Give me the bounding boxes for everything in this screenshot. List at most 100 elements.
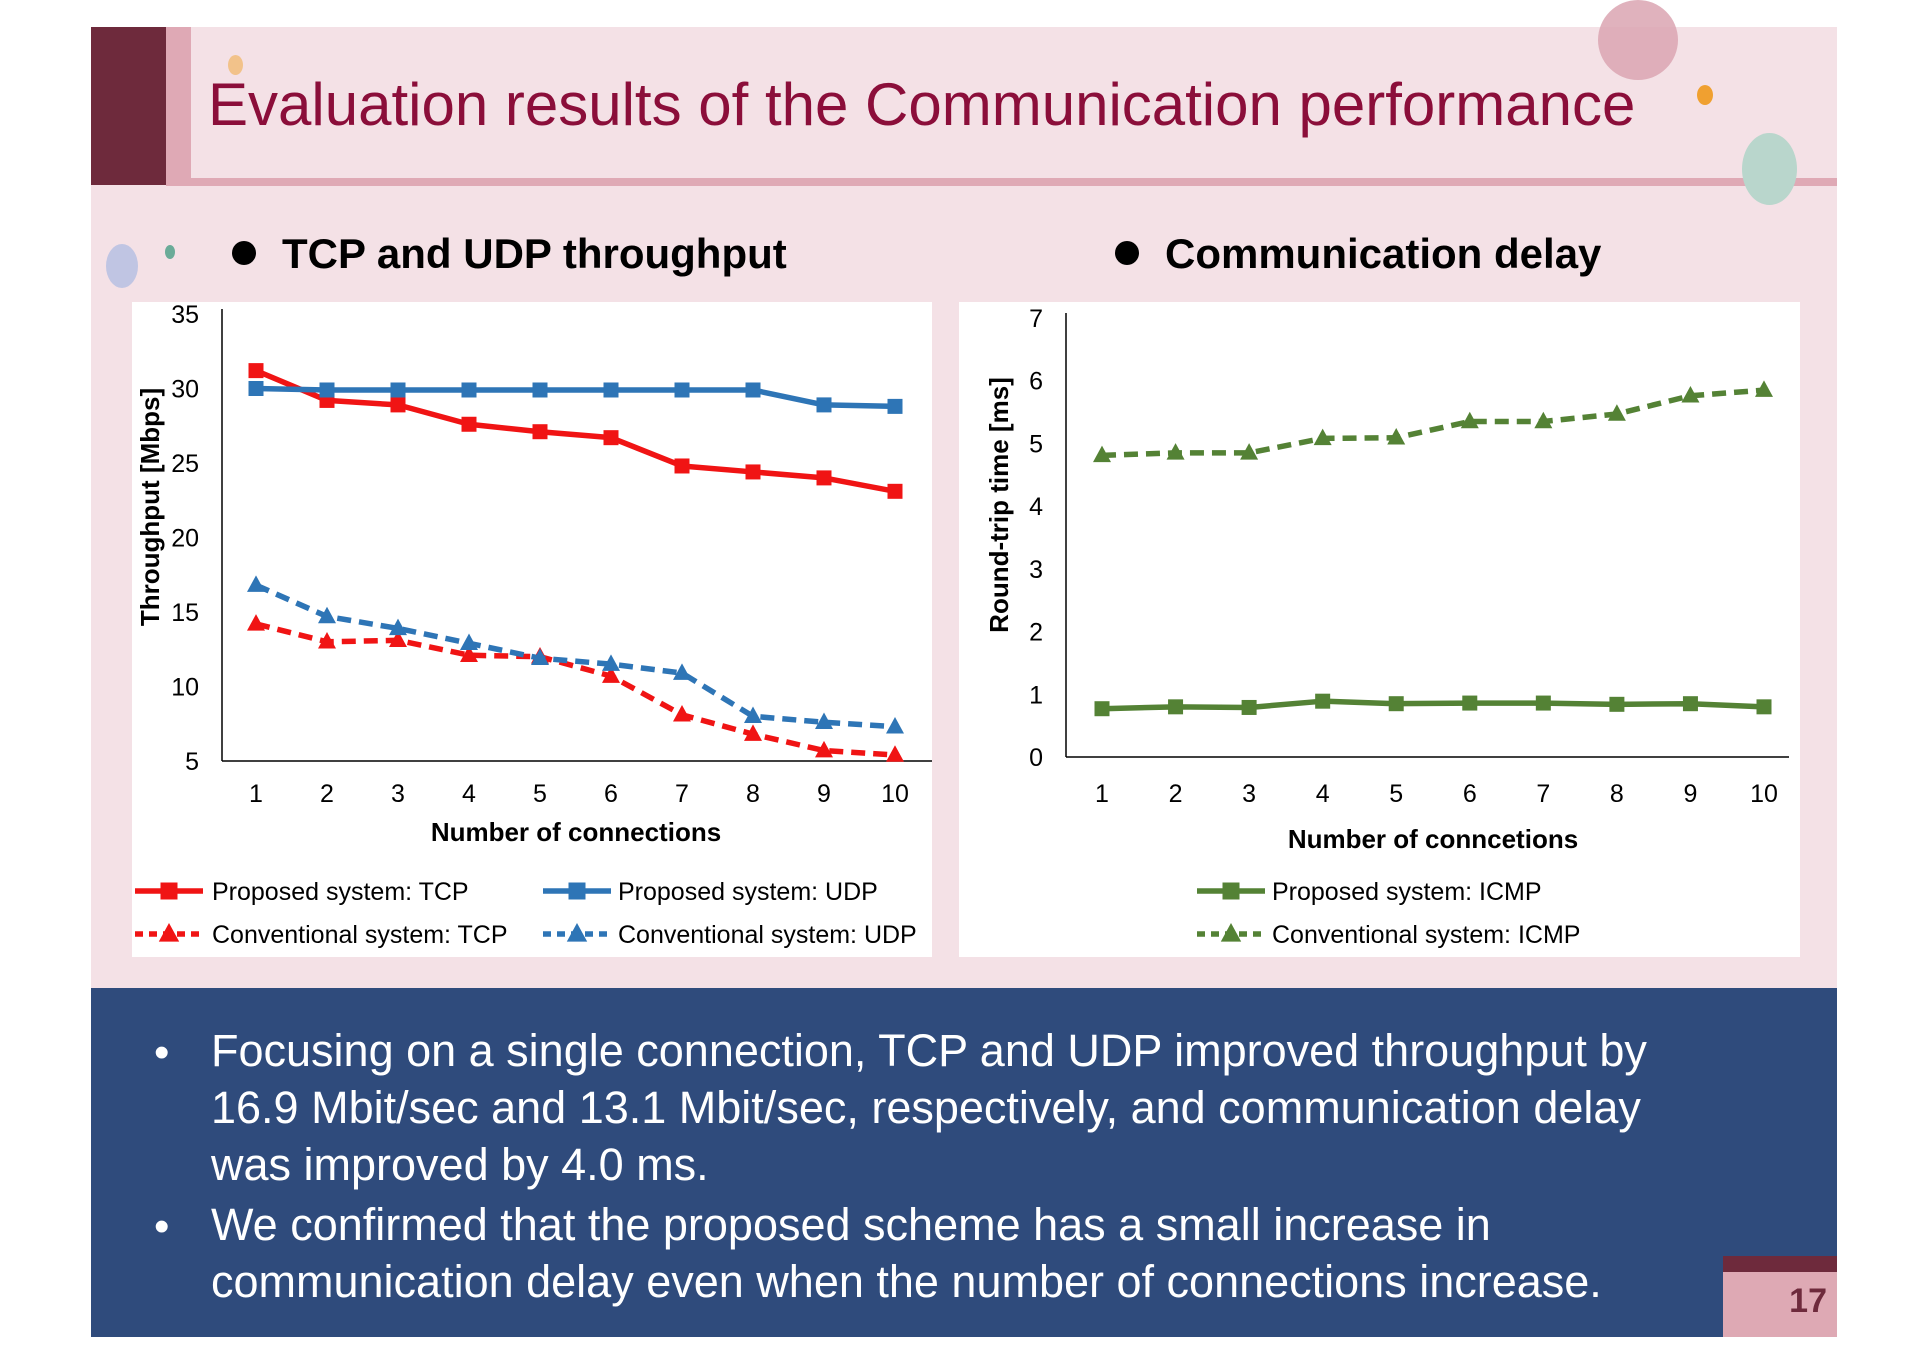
summary-line: Focusing on a single connection, TCP and… [211,1025,1647,1076]
series-line [1101,387,1765,459]
y-tick-label: 5 [185,748,199,776]
data-point [674,382,690,398]
throughput-chart: 5 10 15 20 25 30 35 1 2 3 4 5 6 7 8 9 10 Number of connec… [135,301,932,949]
y-tick-label: 1 [1029,681,1043,709]
x-tick-label: 8 [1610,780,1624,808]
data-point [602,666,620,683]
data-point [460,645,478,662]
legend-label: Conventional system: TCP [212,921,508,949]
page-number-accent [1723,1256,1837,1272]
data-point [815,740,833,758]
x-tick-label: 3 [391,780,405,808]
heading-throughput-text: TCP and UDP throughput [282,230,787,277]
decor-dot-teal [165,245,175,259]
data-point [603,382,619,398]
x-axis-title: Number of conncetions [1288,824,1578,854]
x-tick-label: 8 [746,780,760,808]
legend-marker [568,882,586,900]
data-point [1166,443,1185,460]
data-point [745,464,761,480]
legend-label: Conventional system: UDP [618,921,917,949]
data-point [247,575,265,592]
legend-marker [566,922,588,942]
y-tick-label: 2 [1029,619,1043,647]
delay-chart-panel: 0 1 2 3 4 5 6 7 1 2 3 4 5 6 7 8 9 10 Number of conncetions… [959,302,1800,957]
y-tick-label: 4 [1029,493,1043,521]
legend-marker [160,882,178,900]
x-tick-label: 9 [817,780,831,808]
bullet-icon [1115,240,1139,265]
series-line [1101,698,1765,712]
legend-label: Proposed system: ICMP [1272,878,1542,906]
data-point [318,606,336,624]
legend-marker [1222,882,1240,900]
bullet-marker: • [154,1202,170,1251]
y-axis-title: Throughput [Mbps] [135,388,165,626]
data-point [532,424,548,440]
heading-delay-text: Communication delay [1165,230,1602,277]
data-point [389,618,407,636]
data-point [461,382,477,398]
data-point [390,397,406,413]
data-point [1535,695,1551,711]
data-point [1681,386,1700,403]
summary-box [91,988,1837,1337]
bullet-marker: • [154,1028,170,1077]
bullet-icon [232,240,256,265]
data-point [1756,699,1772,715]
x-tick-label: 3 [1242,780,1256,808]
data-point [887,483,903,499]
data-point [1315,693,1331,709]
heading-throughput: TCP and UDP throughput [232,230,787,278]
data-point [1682,696,1698,712]
summary-line: We confirmed that the proposed scheme ha… [211,1199,1491,1250]
data-point [1387,428,1406,445]
y-tick-label: 0 [1029,744,1043,772]
slide-title: Evaluation results of the Communication … [208,71,1636,138]
data-point [602,654,620,671]
y-tick-label: 7 [1029,305,1043,333]
data-point [815,712,833,730]
x-tick-label: 5 [1389,780,1403,808]
data-point [319,382,335,398]
data-point [886,745,904,762]
legend-label: Proposed system: TCP [212,878,469,906]
data-point [389,630,407,648]
decor-circle-lavender [106,244,138,288]
y-axis-title: Round-trip time [ms] [984,377,1014,633]
data-point [1462,695,1478,711]
data-point [673,705,691,722]
summary-line: communication delay even when the number… [211,1256,1602,1307]
x-tick-label: 1 [249,780,263,808]
summary-line: was improved by 4.0 ms. [211,1139,709,1190]
throughput-chart-panel: 5 10 15 20 25 30 35 1 2 3 4 5 6 7 8 9 10 Number of connec… [132,301,932,957]
data-point [744,706,762,724]
x-tick-label: 1 [1095,780,1109,808]
legend-label: Conventional system: ICMP [1272,921,1580,949]
y-tick-label: 25 [171,450,199,478]
data-point [816,470,832,486]
x-tick-label: 5 [533,780,547,808]
header-accent-light [166,27,191,185]
series-line [254,368,896,495]
data-point [1093,445,1111,463]
data-point [1241,699,1257,715]
x-tick-label: 10 [1750,780,1778,808]
data-point [532,382,548,398]
y-tick-label: 15 [171,599,199,627]
y-tick-label: 10 [171,674,199,702]
data-point [1607,404,1626,421]
header-accent-dark [91,27,166,185]
decor-circle-pink [1598,0,1678,80]
series-line [255,621,896,758]
data-point [1094,701,1110,717]
data-point [1755,380,1773,397]
legend-label: Proposed system: UDP [618,878,878,906]
x-tick-label: 7 [1536,780,1550,808]
decor-dot-orange [1697,85,1713,105]
data-point [745,382,761,398]
summary-line: 16.9 Mbit/sec and 13.1 Mbit/sec, respect… [211,1082,1641,1133]
delay-chart: 0 1 2 3 4 5 6 7 1 2 3 4 5 6 7 8 9 10 Number of conncetions… [984,305,1789,949]
data-point [1460,411,1479,429]
series-line [254,582,896,730]
